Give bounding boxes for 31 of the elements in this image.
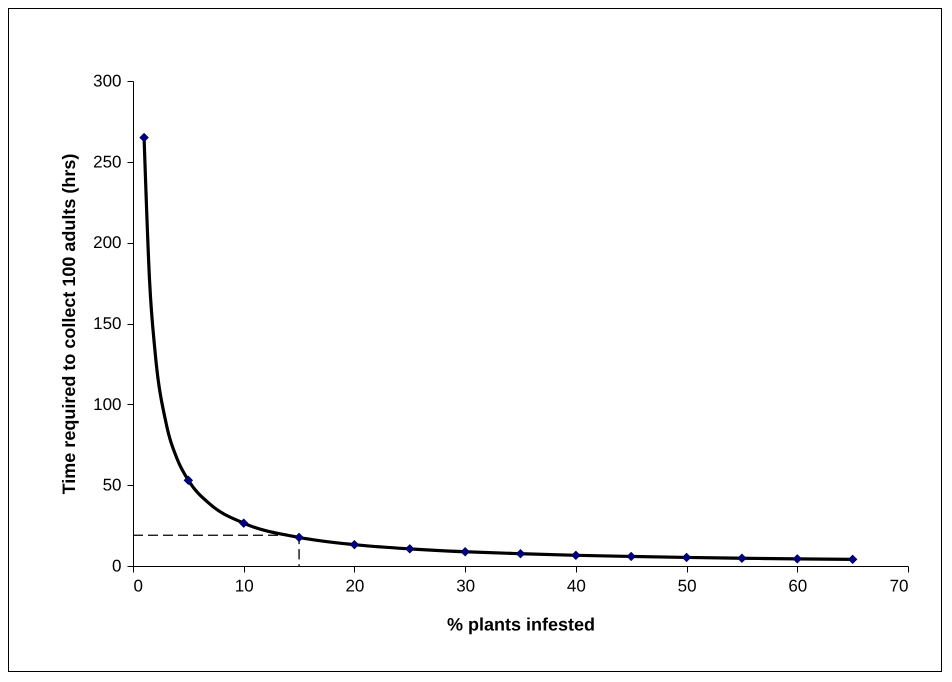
x-tick-label: 50 bbox=[678, 576, 697, 596]
y-tick-label: 50 bbox=[102, 476, 122, 495]
point bbox=[139, 132, 149, 142]
point bbox=[460, 547, 470, 556]
point bbox=[238, 518, 248, 528]
point bbox=[350, 540, 360, 550]
x-tick-label: 60 bbox=[788, 576, 808, 596]
point bbox=[405, 544, 415, 554]
point bbox=[571, 550, 581, 560]
y-tick-label: 150 bbox=[93, 314, 122, 333]
point bbox=[516, 548, 526, 558]
point bbox=[626, 552, 636, 562]
point bbox=[294, 532, 304, 542]
x-tick-label: 40 bbox=[566, 576, 586, 596]
y-tick-label: 0 bbox=[112, 556, 122, 576]
y-tick-label: 200 bbox=[93, 233, 122, 252]
x-tick-label: 70 bbox=[890, 576, 908, 596]
x-tick-label: 0 bbox=[134, 576, 143, 596]
point bbox=[737, 554, 747, 563]
point bbox=[682, 552, 692, 562]
x-tick-label: 30 bbox=[456, 576, 476, 596]
point bbox=[184, 476, 194, 486]
y-tick-label: 100 bbox=[93, 394, 122, 414]
x-tick-label: 10 bbox=[234, 576, 254, 596]
x-axis-title: % plants infested bbox=[446, 614, 596, 634]
point bbox=[848, 554, 858, 564]
y-tick-label: 300 bbox=[93, 72, 122, 90]
y-axis-title: Time required to collect 100 adults (hrs) bbox=[59, 154, 80, 494]
point bbox=[792, 554, 802, 564]
x-tick-label: 20 bbox=[345, 576, 364, 596]
y-tick-label: 250 bbox=[93, 152, 122, 172]
